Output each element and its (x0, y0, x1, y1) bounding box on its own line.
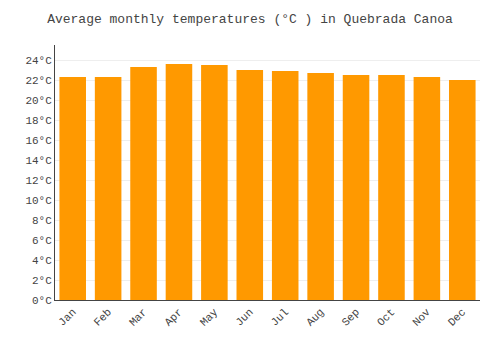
svg-text:Jan: Jan (56, 306, 78, 328)
svg-text:Jun: Jun (233, 306, 255, 328)
svg-text:22°C: 22°C (25, 75, 52, 87)
svg-text:Nov: Nov (410, 306, 433, 329)
svg-text:20°C: 20°C (25, 95, 52, 107)
svg-text:Sep: Sep (340, 306, 362, 328)
svg-text:Oct: Oct (375, 306, 397, 328)
svg-text:10°C: 10°C (25, 195, 52, 207)
svg-text:14°C: 14°C (25, 155, 52, 167)
svg-text:6°C: 6°C (32, 235, 52, 247)
svg-text:Aug: Aug (304, 306, 326, 328)
svg-text:2°C: 2°C (32, 275, 52, 287)
svg-text:Dec: Dec (446, 306, 468, 328)
svg-text:Average monthly temperatures (: Average monthly temperatures (°C ) in Qu… (47, 12, 453, 27)
svg-text:0°C: 0°C (32, 295, 52, 307)
svg-text:12°C: 12°C (25, 175, 52, 187)
svg-text:8°C: 8°C (32, 215, 52, 227)
svg-text:24°C: 24°C (25, 55, 52, 67)
svg-text:Apr: Apr (162, 306, 184, 328)
svg-text:Feb: Feb (92, 306, 114, 328)
svg-text:Mar: Mar (127, 306, 149, 328)
svg-text:May: May (198, 306, 221, 329)
svg-text:4°C: 4°C (32, 255, 52, 267)
svg-text:16°C: 16°C (25, 135, 52, 147)
svg-text:18°C: 18°C (25, 115, 52, 127)
svg-text:Jul: Jul (269, 306, 291, 328)
